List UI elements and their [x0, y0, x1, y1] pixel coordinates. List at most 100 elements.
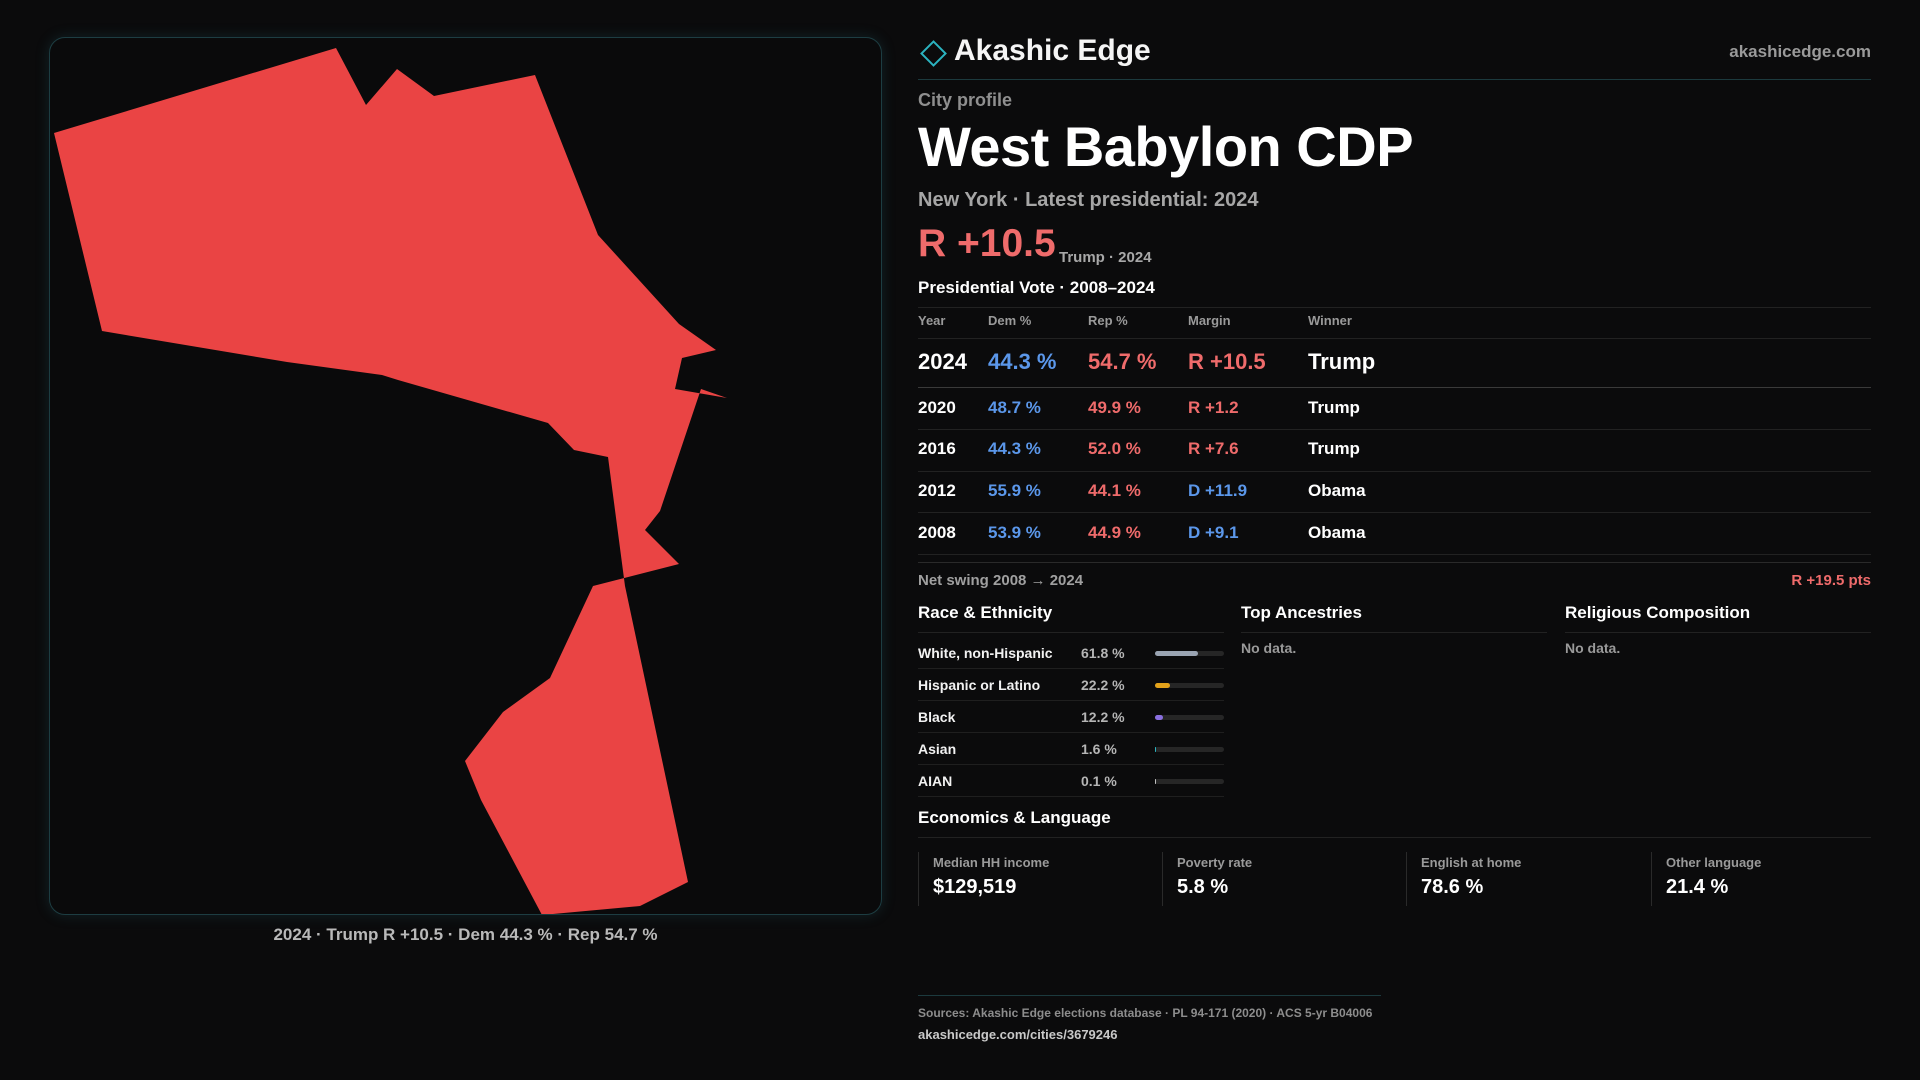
header-year: Year: [918, 313, 946, 328]
stat-label: Other language: [1666, 855, 1762, 870]
divider: [918, 338, 1871, 339]
cell-rep: 52.0 %: [1088, 439, 1141, 458]
cell-winner: Obama: [1308, 523, 1366, 542]
divider: [918, 562, 1871, 563]
sources-text: Sources: Akashic Edge elections database…: [918, 1006, 1373, 1020]
sources-url-link[interactable]: akashicedge.com/cities/3679246: [918, 1027, 1118, 1042]
race-row: White, non-Hispanic 61.8 %: [918, 637, 1224, 669]
cell-winner: Trump: [1308, 398, 1360, 417]
race-pct: 1.6 %: [1081, 741, 1117, 757]
brand-header: Akashic Edge akashicedge.com: [918, 34, 1871, 80]
race-bar-fill: [1155, 683, 1171, 688]
race-row: Black 12.2 %: [918, 701, 1224, 733]
stat-value: 5.8 %: [1177, 876, 1229, 898]
net-swing-label: Net swing 2008 → 2024: [918, 572, 1084, 589]
race-row: AIAN 0.1 %: [918, 765, 1224, 797]
map-panel: [49, 37, 882, 915]
divider: [918, 632, 1224, 633]
race-row: Hispanic or Latino 22.2 %: [918, 669, 1224, 701]
cell-rep: 54.7 %: [1088, 349, 1157, 374]
page-title: West Babylon CDP: [918, 115, 1414, 178]
cell-dem: 55.9 %: [988, 481, 1041, 500]
race-pct: 0.1 %: [1081, 773, 1117, 789]
stat-card-other-language: Other language 21.4 %: [1651, 852, 1871, 906]
divider: [918, 387, 1871, 388]
cell-rep: 49.9 %: [1088, 398, 1141, 417]
cell-year: 2008: [918, 523, 956, 542]
divider: [1241, 632, 1547, 633]
stat-label: English at home: [1421, 855, 1522, 870]
race-bar: [1155, 747, 1224, 752]
district-map: [54, 48, 727, 914]
stat-card-poverty: Poverty rate 5.8 %: [1162, 852, 1406, 906]
cell-margin: R +10.5: [1188, 349, 1266, 374]
brand-name: Akashic Edge: [954, 34, 1151, 67]
race-pct: 12.2 %: [1081, 709, 1125, 725]
page-eyebrow: City profile: [918, 90, 1013, 110]
economics-section-title: Economics & Language: [918, 808, 1111, 827]
header-margin: Margin: [1188, 313, 1231, 328]
cell-winner: Trump: [1308, 349, 1376, 374]
cell-margin: D +9.1: [1188, 523, 1239, 542]
stat-value: $129,519: [933, 876, 1017, 898]
cell-year: 2024: [918, 349, 967, 374]
cell-margin: D +11.9: [1188, 481, 1248, 500]
race-label: Asian: [918, 741, 957, 757]
divider: [918, 429, 1871, 430]
cell-dem: 48.7 %: [988, 398, 1041, 417]
header-dem: Dem %: [988, 313, 1032, 328]
divider: [918, 512, 1871, 513]
brand-url-link[interactable]: akashicedge.com: [1729, 42, 1871, 61]
stat-card-english: English at home 78.6 %: [1406, 852, 1650, 906]
diamond-logo-icon: [920, 40, 947, 67]
stat-card-income: Median HH income $129,519: [918, 852, 1162, 906]
stat-value: 78.6 %: [1421, 876, 1484, 898]
cell-rep: 44.1 %: [1088, 481, 1141, 500]
race-bar: [1155, 715, 1224, 720]
race-bar: [1155, 651, 1224, 656]
race-bar-fill: [1155, 651, 1198, 656]
ancestries-section-title: Top Ancestries: [1241, 603, 1362, 622]
religion-empty-text: No data.: [1565, 640, 1621, 656]
race-label: White, non-Hispanic: [918, 645, 1053, 661]
cell-winner: Obama: [1308, 481, 1366, 500]
district-shape: [54, 48, 727, 914]
net-swing-value: R +19.5 pts: [1791, 572, 1871, 589]
race-pct: 61.8 %: [1081, 645, 1125, 661]
cell-year: 2020: [918, 398, 956, 417]
header-rep: Rep %: [1088, 313, 1128, 328]
cell-year: 2012: [918, 481, 956, 500]
stat-value: 21.4 %: [1666, 876, 1729, 898]
page-subtitle: New York · Latest presidential: 2024: [918, 189, 1259, 211]
cell-margin: R +7.6: [1188, 439, 1239, 458]
divider: [918, 837, 1871, 838]
cell-rep: 44.9 %: [1088, 523, 1141, 542]
race-bar-fill: [1155, 779, 1156, 784]
ancestries-empty-text: No data.: [1241, 640, 1297, 656]
race-bar: [1155, 779, 1224, 784]
race-bar: [1155, 683, 1224, 688]
race-bar-fill: [1155, 747, 1157, 752]
headline-margin-note: Trump · 2024: [1059, 249, 1152, 266]
map-caption: 2024 · Trump R +10.5 · Dem 44.3 % · Rep …: [273, 925, 658, 944]
race-label: AIAN: [918, 773, 953, 789]
cell-dem: 53.9 %: [988, 523, 1041, 542]
divider: [918, 995, 1381, 996]
religion-section-title: Religious Composition: [1565, 603, 1751, 622]
headline-margin: R +10.5: [918, 222, 1056, 265]
race-label: Hispanic or Latino: [918, 677, 1041, 693]
divider: [918, 471, 1871, 472]
race-label: Black: [918, 709, 956, 725]
race-row: Asian 1.6 %: [918, 733, 1224, 765]
race-bar-fill: [1155, 715, 1164, 720]
vote-section-title: Presidential Vote · 2008–2024: [918, 278, 1155, 297]
stat-label: Median HH income: [933, 855, 1050, 870]
cell-margin: R +1.2: [1188, 398, 1239, 417]
cell-dem: 44.3 %: [988, 349, 1057, 374]
cell-winner: Trump: [1308, 439, 1360, 458]
cell-dem: 44.3 %: [988, 439, 1041, 458]
header-winner: Winner: [1308, 313, 1352, 328]
race-pct: 22.2 %: [1081, 677, 1125, 693]
cell-year: 2016: [918, 439, 956, 458]
race-section-title: Race & Ethnicity: [918, 603, 1053, 622]
